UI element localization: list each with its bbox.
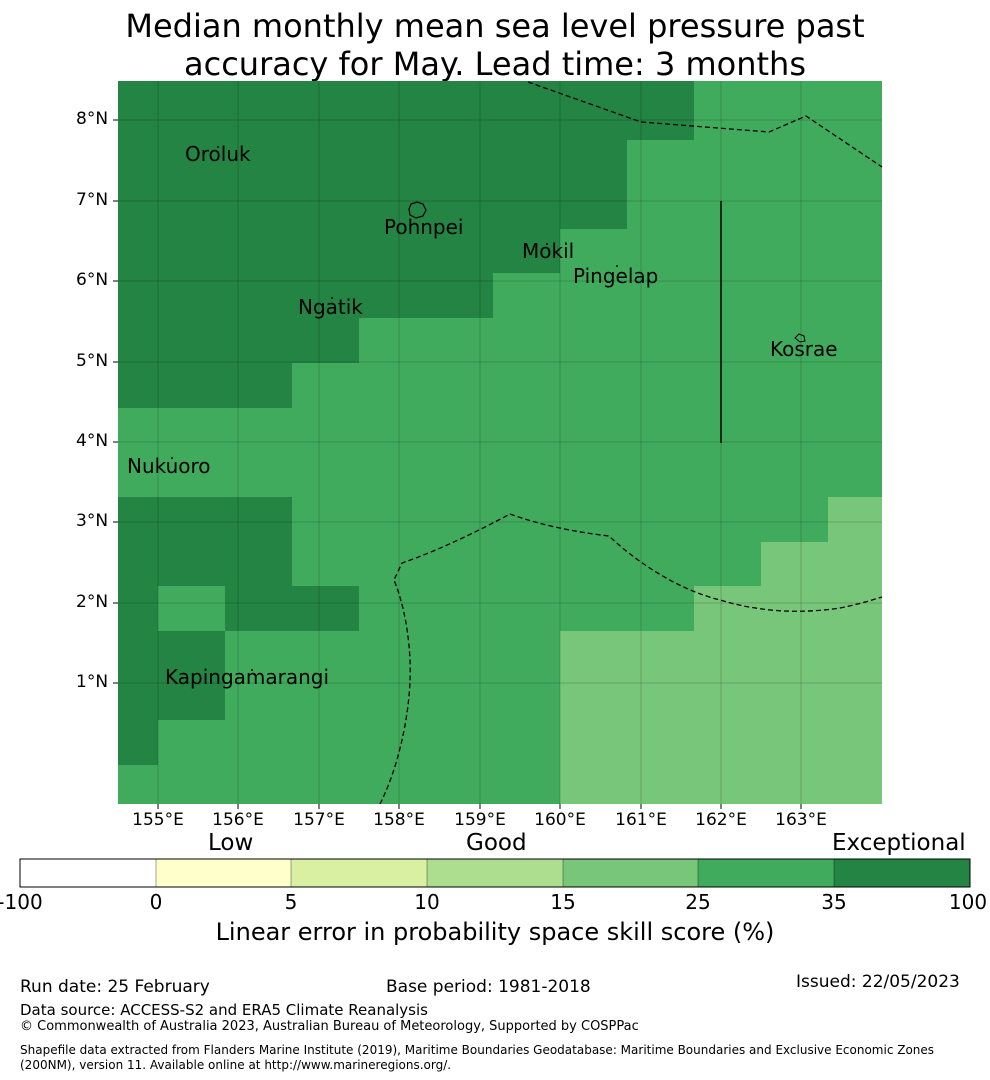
place-label-kapingamarangi: Kapingamarangi: [165, 665, 330, 689]
place-label-pohnpei: Pohnpei: [384, 215, 464, 239]
colorbar-segment-4: [427, 859, 563, 887]
eez-boundary-inner: [379, 513, 883, 805]
nukuoro-island-icon: [171, 457, 173, 459]
chart-title-line-1: Median monthly mean sea level pressure p…: [125, 7, 865, 45]
lon-label-158e: 158°E: [373, 810, 425, 830]
run-date: Run date: 25 February: [20, 977, 210, 997]
place-label-kosrae: Kosrae: [770, 337, 838, 361]
kapingamarangi-island-icon: [251, 669, 253, 671]
colorbar-frame: [19, 858, 971, 888]
colorbar-segment-1: [20, 859, 156, 887]
kosrae-island-icon: [794, 333, 806, 343]
colorbar-segment-2: [156, 859, 291, 887]
pingelap-island-icon: [616, 265, 618, 267]
base-period: Base period: 1981-2018: [386, 977, 591, 997]
lon-label-159e: 159°E: [454, 810, 506, 830]
place-label-ngatik: Ngatik: [298, 295, 363, 319]
lat-label-3n: 3°N: [76, 511, 109, 531]
lat-label-5n: 5°N: [76, 351, 109, 371]
colorbar-exceptional-label: Exceptional: [832, 830, 966, 856]
lon-label-161e: 161°E: [615, 810, 667, 830]
data-source: Data source: ACCESS-S2 and ERA5 Climate …: [20, 1001, 428, 1019]
colorbar-tick: 100: [948, 890, 988, 914]
colorbar-segment-5: [563, 859, 698, 887]
lon-label-163e: 163°E: [775, 810, 827, 830]
colorbar-low-label: Low: [208, 830, 254, 856]
lat-label-7n: 7°N: [76, 190, 109, 210]
place-label-pingelap: Pingelap: [573, 264, 659, 288]
lon-label-157e: 157°E: [293, 810, 345, 830]
ngatik-island-icon: [331, 297, 333, 299]
lat-label-6n: 6°N: [76, 270, 109, 290]
eez-boundaries: [379, 81, 883, 805]
skill-grid: [118, 81, 882, 804]
colorbar-tick: 25: [685, 890, 711, 914]
shapefile-credit-line-2: (200NM), version 11. Available online at…: [20, 1058, 452, 1072]
mokil-island-icon: [546, 243, 548, 245]
lat-label-2n: 2°N: [76, 592, 109, 612]
lon-label-160e: 160°E: [534, 810, 586, 830]
copyright: © Commonwealth of Australia 2023, Austra…: [20, 1019, 639, 1034]
good-low-region-southeast: [560, 497, 882, 804]
gridlines: [118, 81, 882, 804]
exceptional-region-north: [118, 81, 694, 408]
place-label-oroluk: Oroluk: [185, 142, 251, 166]
lon-label-155e: 155°E: [132, 810, 184, 830]
oroluk-island-icon: [217, 146, 219, 148]
colorbar-tick: 10: [414, 890, 440, 914]
lat-label-4n: 4°N: [76, 431, 109, 451]
colorbar-segment-3: [291, 859, 427, 887]
colorbar-title: Linear error in probability space skill …: [215, 918, 775, 946]
colorbar-segment-6: [698, 859, 834, 887]
colorbar-tick: 0: [149, 890, 163, 914]
exceptional-region-south: [118, 497, 359, 765]
lon-label-156e: 156°E: [212, 810, 264, 830]
axis-ticks: [113, 119, 802, 809]
eez-boundary-north: [527, 81, 883, 168]
colorbar-good-label: Good: [466, 830, 527, 856]
lat-label-8n: 8°N: [76, 109, 109, 129]
place-label-mokil: Mokil: [522, 239, 575, 263]
colorbar: [19, 858, 971, 888]
place-label-nukuoro: Nukuoro: [127, 454, 211, 478]
pohnpei-island-icon: [408, 201, 427, 219]
lat-label-1n: 1°N: [76, 672, 109, 692]
shapefile-credit-line-1: Shapefile data extracted from Flanders M…: [20, 1043, 935, 1057]
colorbar-tick: 35: [821, 890, 847, 914]
lon-label-162e: 162°E: [695, 810, 747, 830]
colorbar-tick: -100: [0, 890, 43, 914]
colorbar-segment-7: [834, 859, 970, 887]
chart-title-line-2: accuracy for May. Lead time: 3 months: [183, 45, 806, 83]
colorbar-tick: 5: [284, 890, 298, 914]
colorbar-tick: 15: [550, 890, 576, 914]
issued-date: Issued: 22/05/2023: [796, 972, 960, 992]
